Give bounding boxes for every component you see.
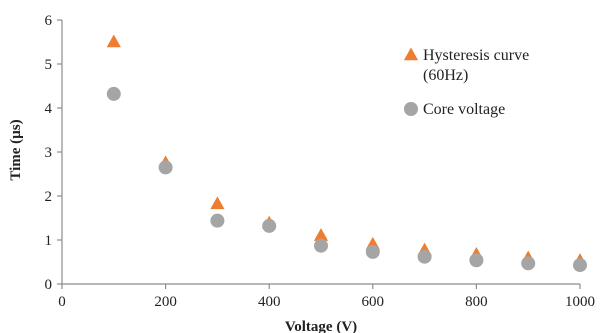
y-tick-label: 4 (45, 101, 53, 117)
legend-item: Core voltage (404, 101, 505, 118)
legend-marker-circle (404, 102, 418, 116)
x-tick-label: 600 (362, 294, 385, 310)
data-point-circle (262, 218, 277, 233)
data-point-circle (417, 249, 432, 264)
data-point-circle (158, 160, 173, 175)
y-axis-title: Time (µs) (8, 119, 24, 180)
x-axis-ticks: 0 200 400 600 800 1000 (58, 284, 595, 310)
y-axis-ticks: 0 1 2 3 4 5 6 (45, 13, 62, 293)
legend: Hysteresis curve (60Hz) Core voltage (403, 47, 529, 118)
x-tick-label: 800 (465, 294, 488, 310)
data-point-circle (210, 213, 225, 228)
legend-label: Core voltage (423, 101, 505, 118)
data-point-triangle (106, 34, 121, 48)
x-tick-label: 1000 (565, 294, 595, 310)
x-tick-label: 0 (58, 294, 66, 310)
data-point-triangle (313, 228, 329, 241)
legend-label: Hysteresis curve (423, 47, 529, 64)
series-core-voltage (106, 86, 587, 273)
legend-item: Hysteresis curve (60Hz) (403, 47, 529, 84)
x-tick-label: 400 (258, 294, 281, 310)
legend-label: (60Hz) (423, 67, 468, 84)
data-point-triangle (210, 196, 225, 210)
data-point-circle (106, 86, 121, 101)
data-point-circle (314, 238, 328, 253)
y-tick-label: 6 (45, 13, 53, 29)
y-tick-label: 5 (45, 57, 53, 73)
legend-marker-triangle (403, 47, 419, 61)
x-tick-label: 200 (154, 294, 177, 310)
y-tick-label: 1 (45, 233, 53, 249)
data-point-circle (365, 244, 380, 259)
y-tick-label: 0 (45, 277, 53, 293)
data-point-circle (573, 258, 587, 273)
x-axis-title: Voltage (V) (285, 319, 357, 333)
data-points (106, 34, 588, 273)
data-point-circle (469, 253, 484, 268)
y-tick-label: 2 (45, 189, 53, 205)
series-hysteresis-curve (106, 34, 588, 266)
y-tick-label: 3 (45, 145, 53, 161)
data-point-circle (521, 256, 536, 271)
